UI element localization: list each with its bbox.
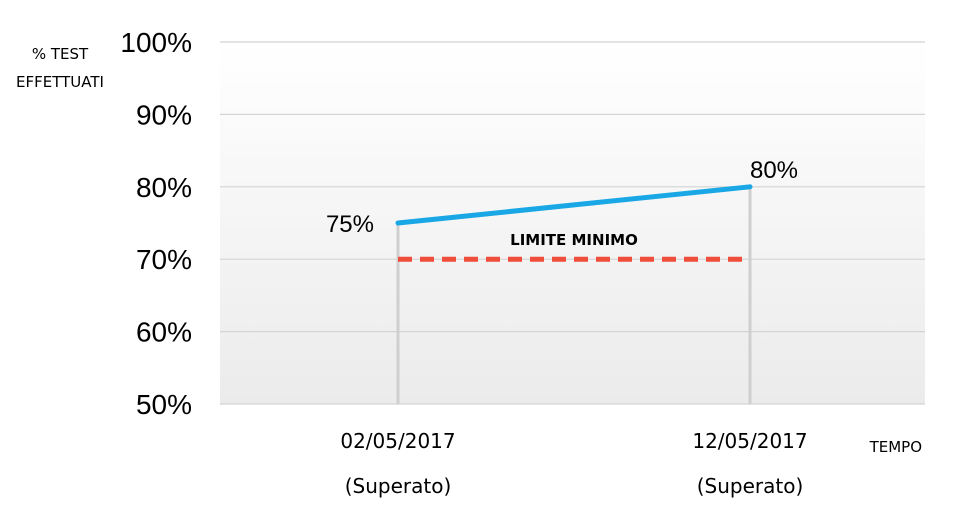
x-axis-label: TEMPO (869, 438, 922, 456)
y-axis-label-line-2: EFFETTUATI (16, 73, 104, 91)
series-line (395, 184, 753, 226)
y-axis-label-line-1: % TEST (31, 45, 89, 63)
y-tick-label: 70% (136, 244, 192, 275)
threshold-label: LIMITE MINIMO (510, 231, 638, 249)
y-tick-label: 60% (136, 317, 192, 348)
plot-background (220, 42, 925, 404)
y-axis-label: % TEST EFFETTUATI (10, 40, 110, 96)
y-tick-label: 50% (136, 389, 192, 420)
data-label: 80% (750, 157, 798, 184)
x-tick-label: 02/05/2017 (340, 429, 455, 453)
y-tick-label: 100% (120, 27, 192, 58)
x-tick-label: 12/05/2017 (692, 429, 807, 453)
y-tick-label: 80% (136, 172, 192, 203)
y-tick-label: 90% (136, 99, 192, 130)
data-label: 75% (326, 211, 374, 238)
x-tick-sublabel: (Superato) (345, 474, 452, 498)
x-tick-sublabel: (Superato) (697, 474, 804, 498)
